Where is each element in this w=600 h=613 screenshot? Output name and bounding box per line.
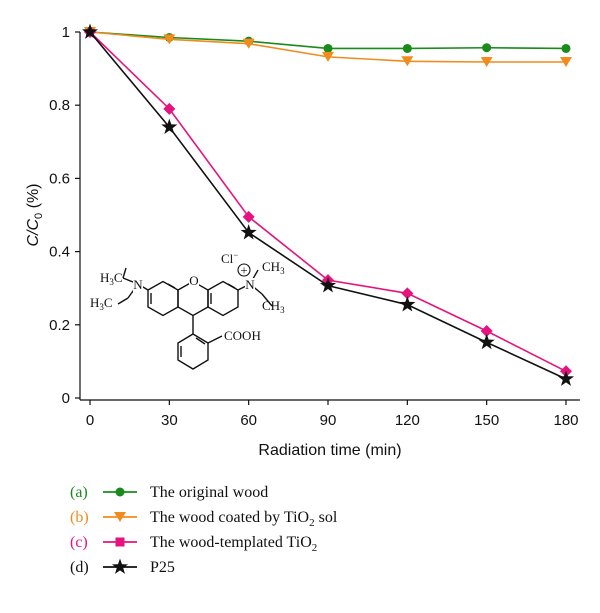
legend-tag-2: (b) [70, 509, 89, 526]
mol-plus: + [240, 263, 247, 278]
legend-label-4: P25 [150, 559, 175, 576]
legend: (a) The original wood (b) The wood coated b… [70, 484, 338, 576]
y-tick-label: 0.4 [49, 244, 70, 261]
legend-label-post: sol [315, 509, 338, 526]
mol-n-left: N [133, 277, 143, 292]
series-line-4 [89, 31, 567, 380]
data-point-3-2 [163, 102, 176, 115]
x-axis-label: Radiation time (min) [258, 442, 401, 459]
molecule-labels: O N N + H3C H3C Cl− CH3 CH3 COOH [90, 250, 285, 343]
mol-n-right: N [245, 277, 255, 292]
data-point-4-7 [557, 370, 575, 386]
data-point-2-3 [242, 38, 255, 49]
data-point-1-4 [323, 43, 333, 53]
data-point-2-7 [560, 57, 572, 68]
series-1 [85, 27, 571, 53]
data-point-2-6 [480, 57, 493, 68]
axes [79, 32, 580, 401]
data-point-4-4 [319, 277, 337, 293]
series-3 [84, 26, 572, 378]
mol-o: O [189, 273, 198, 288]
y-tick-label: 0 [62, 390, 70, 407]
y-tick-label: 0.6 [49, 170, 70, 187]
legend-label-1: The original wood [150, 484, 268, 501]
data-point-2-4 [322, 51, 334, 62]
data-point-1-5 [402, 43, 412, 53]
legend-label-sub: 2 [312, 542, 318, 554]
data-point-2-5 [401, 56, 414, 67]
mol-right-bottom: CH3 [262, 298, 285, 315]
rhodamine-structure [117, 267, 273, 370]
data-point-4-2 [161, 118, 178, 135]
data-point-4-3 [240, 224, 257, 240]
legend-label-part: The wood coated by TiO [150, 509, 309, 526]
data-point-4-1 [81, 23, 99, 39]
legend-marker-1 [115, 487, 125, 497]
legend-label-sub: 2 [309, 517, 315, 529]
data-point-2-2 [163, 34, 176, 45]
x-tick-label: 90 [320, 412, 337, 429]
legend-tag-1: (a) [70, 484, 88, 501]
mol-chloride: Cl− [221, 250, 238, 266]
x-tick-label: 0 [86, 412, 94, 429]
x-tick-label: 180 [553, 412, 578, 429]
y-tick-label: 1 [62, 24, 70, 41]
y-axis-label: C/C0 (%) [25, 183, 45, 246]
mol-right-top: CH3 [262, 259, 285, 276]
legend-label-3: The wood-templated TiO2 [150, 534, 317, 554]
benzoic-ring [177, 333, 209, 370]
legend-tag-4: (d) [70, 559, 89, 576]
x-tick-label: 120 [395, 412, 420, 429]
y-tick-label: 0.8 [49, 97, 70, 114]
mol-cooh: COOH [224, 328, 261, 343]
series-4 [81, 23, 575, 386]
x-tick-label: 30 [161, 412, 178, 429]
data-point-1-6 [482, 43, 492, 53]
series-line-3 [89, 31, 567, 372]
mol-left-top: H3C [100, 270, 123, 287]
plus-circle [237, 263, 251, 277]
right-ring [207, 280, 239, 317]
legend-label-part: The wood-templated TiO [150, 534, 312, 551]
x-tick-label: 150 [474, 412, 499, 429]
legend-label-2: The wood coated by TiO2 sol [150, 509, 338, 529]
legend-marker-2 [114, 512, 126, 522]
data-point-4-6 [478, 333, 495, 350]
data-point-3-3 [242, 210, 255, 223]
ticks: 0 30 60 90 120 150 180 0 0.2 0.4 0.6 0.8 1 [49, 24, 578, 429]
data-point-3-6 [480, 325, 493, 338]
x-tick-label: 60 [240, 412, 257, 429]
data-point-3-5 [401, 287, 414, 300]
y-tick-label: 0.2 [49, 317, 70, 334]
legend-tag-3: (c) [70, 534, 88, 551]
mol-left-bottom: H3C [90, 295, 113, 312]
data-point-1-7 [561, 43, 571, 53]
legend-marker-4 [111, 558, 129, 574]
legend-marker-3 [115, 537, 125, 547]
data-point-4-5 [399, 296, 416, 312]
series-layer [81, 23, 575, 386]
